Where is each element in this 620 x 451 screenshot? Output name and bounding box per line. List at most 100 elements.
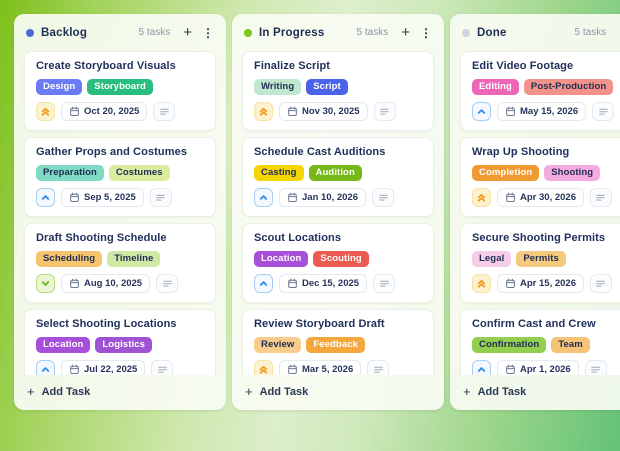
priority-medium-icon xyxy=(36,359,55,375)
tag: Team xyxy=(551,336,590,353)
tag: Costumes xyxy=(108,164,170,181)
priority-medium-icon xyxy=(254,273,273,293)
priority-medium-icon xyxy=(254,187,273,207)
tag: Script xyxy=(306,79,348,95)
column-task-count: 5 tasks xyxy=(574,27,607,38)
task-card[interactable]: Draft Shooting Schedule Scheduling Timeli… xyxy=(24,222,216,303)
due-date-pill: Apr 30, 2026 xyxy=(497,187,584,207)
task-card[interactable]: Gather Props and Costumes Preparation Cos… xyxy=(24,136,216,217)
card-list: Finalize Script Writing Script Nov 30, 20… xyxy=(232,49,444,375)
add-card-button[interactable]: + xyxy=(183,24,192,41)
task-meta: Aug 10, 2025 xyxy=(36,273,204,293)
tag: Permits xyxy=(516,250,566,267)
calendar-icon xyxy=(288,278,297,288)
due-date-pill: Aug 10, 2025 xyxy=(61,273,151,293)
tag: Completion xyxy=(472,164,540,181)
task-meta: Jan 10, 2026 xyxy=(254,187,422,207)
task-card[interactable]: Wrap Up Shooting Completion Shooting Apr … xyxy=(460,136,620,217)
task-card[interactable]: Schedule Cast Auditions Casting Audition … xyxy=(242,136,434,217)
tag-list: Legal Permits xyxy=(472,250,620,267)
add-task-button[interactable]: + Add Task xyxy=(232,375,444,410)
task-card[interactable]: Edit Video Footage Editing Post-Productio… xyxy=(460,51,620,131)
tag: Editing xyxy=(472,79,519,95)
due-date-pill: Jan 10, 2026 xyxy=(279,187,366,207)
due-date-text: Apr 30, 2026 xyxy=(520,191,576,203)
tag: Shooting xyxy=(544,164,601,181)
due-date-text: Nov 30, 2025 xyxy=(302,105,360,117)
task-card[interactable]: Create Storyboard Visuals Design Storyboa… xyxy=(24,51,216,131)
plus-icon: + xyxy=(245,384,253,399)
tag: Location xyxy=(36,336,91,353)
tag-list: Confirmation Team xyxy=(472,336,620,353)
kanban-column: In Progress 5 tasks + ⋮ Finalize Script … xyxy=(232,14,444,410)
tag-list: Writing Script xyxy=(254,79,422,95)
notes-icon xyxy=(149,187,172,207)
task-meta: Apr 30, 2026 xyxy=(472,187,620,207)
column-color-dot xyxy=(26,28,34,37)
tag-list: Review Feedback xyxy=(254,336,422,353)
task-title: Secure Shooting Permits xyxy=(472,231,606,244)
calendar-icon xyxy=(506,106,515,116)
task-card[interactable]: Select Shooting Locations Location Logist… xyxy=(24,308,216,375)
calendar-icon xyxy=(506,192,515,202)
due-date-text: May 15, 2026 xyxy=(520,105,579,117)
kanban-column: Done 5 tasks + ⋮ Edit Video Footage Edit… xyxy=(450,14,620,410)
task-title: Scout Locations xyxy=(254,231,342,244)
add-task-label: Add Task xyxy=(477,385,527,398)
task-card[interactable]: Secure Shooting Permits Legal Permits Apr… xyxy=(460,222,620,303)
priority-medium-icon xyxy=(472,359,491,375)
priority-low-icon xyxy=(36,273,55,293)
due-date-pill: Jul 22, 2025 xyxy=(61,359,146,375)
notes-icon xyxy=(372,187,394,207)
task-meta: Apr 15, 2026 xyxy=(472,273,620,293)
column-menu-icon[interactable]: ⋮ xyxy=(420,25,432,40)
tag: Feedback xyxy=(306,336,365,353)
tag-list: Design Storyboard xyxy=(36,79,204,95)
task-card[interactable]: Review Storyboard Draft Review Feedback M… xyxy=(242,308,434,375)
notes-icon xyxy=(589,273,612,293)
task-title: Gather Props and Costumes xyxy=(36,145,188,158)
tag: Audition xyxy=(308,164,362,181)
tag: Scheduling xyxy=(36,250,103,267)
due-date-text: Aug 10, 2025 xyxy=(84,277,143,289)
task-meta: Mar 5, 2026 xyxy=(254,359,422,375)
task-card[interactable]: Confirm Cast and Crew Confirmation Team A… xyxy=(460,308,620,375)
column-menu-icon[interactable]: ⋮ xyxy=(202,25,214,40)
calendar-icon xyxy=(70,192,79,202)
due-date-pill: Sep 5, 2025 xyxy=(61,187,144,207)
tag-list: Scheduling Timeline xyxy=(36,250,204,267)
calendar-icon xyxy=(70,106,79,116)
priority-medium-icon xyxy=(36,187,55,207)
calendar-icon xyxy=(288,106,297,116)
task-title: Wrap Up Shooting xyxy=(472,145,570,158)
task-meta: Nov 30, 2025 xyxy=(254,101,422,121)
calendar-icon xyxy=(506,278,515,288)
notes-icon xyxy=(373,273,396,293)
tag: Logistics xyxy=(95,336,152,353)
task-card[interactable]: Finalize Script Writing Script Nov 30, 20… xyxy=(242,51,434,131)
tag: Design xyxy=(36,79,83,95)
due-date-pill: Apr 15, 2026 xyxy=(497,273,584,293)
task-title: Finalize Script xyxy=(254,60,331,72)
due-date-text: Mar 5, 2026 xyxy=(302,363,354,375)
priority-high-icon xyxy=(472,273,491,293)
add-task-button[interactable]: + Add Task xyxy=(450,375,620,410)
notes-icon xyxy=(373,101,396,121)
due-date-pill: Nov 30, 2025 xyxy=(279,101,368,121)
add-card-button[interactable]: + xyxy=(401,24,410,41)
calendar-icon xyxy=(70,278,79,288)
plus-icon: + xyxy=(27,384,35,399)
tag-list: Preparation Costumes xyxy=(36,164,204,181)
tag-list: Location Logistics xyxy=(36,336,204,353)
calendar-icon xyxy=(288,364,297,374)
add-task-label: Add Task xyxy=(259,385,309,398)
tag-list: Completion Shooting xyxy=(472,164,620,181)
task-title: Edit Video Footage xyxy=(472,60,574,72)
add-task-button[interactable]: + Add Task xyxy=(14,375,226,410)
card-list: Create Storyboard Visuals Design Storyboa… xyxy=(14,49,226,375)
priority-high-icon xyxy=(254,359,273,375)
task-card[interactable]: Scout Locations Location Scouting Dec 15,… xyxy=(242,222,434,303)
due-date-text: Jan 10, 2026 xyxy=(302,191,358,203)
kanban-column: Backlog 5 tasks + ⋮ Create Storyboard Vi… xyxy=(14,14,226,410)
